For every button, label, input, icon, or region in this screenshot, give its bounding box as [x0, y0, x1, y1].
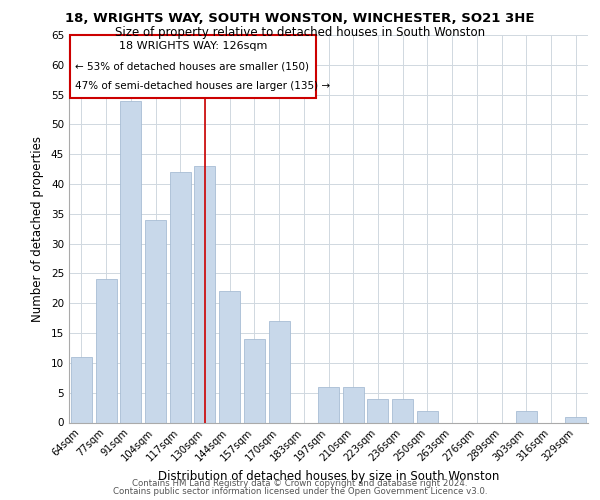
Text: 18 WRIGHTS WAY: 126sqm: 18 WRIGHTS WAY: 126sqm [119, 42, 268, 51]
Text: Size of property relative to detached houses in South Wonston: Size of property relative to detached ho… [115, 26, 485, 39]
Bar [343, 386, 364, 422]
X-axis label: Distribution of detached houses by size in South Wonston: Distribution of detached houses by size … [158, 470, 499, 483]
Text: 18, WRIGHTS WAY, SOUTH WONSTON, WINCHESTER, SO21 3HE: 18, WRIGHTS WAY, SOUTH WONSTON, WINCHEST… [65, 12, 535, 26]
Bar [95, 280, 116, 422]
Text: Contains public sector information licensed under the Open Government Licence v3: Contains public sector information licen… [113, 487, 487, 496]
Bar [244, 339, 265, 422]
Bar [194, 166, 215, 422]
Bar [318, 386, 339, 422]
FancyBboxPatch shape [70, 35, 316, 98]
Bar [170, 172, 191, 422]
Bar [219, 292, 240, 422]
Text: ← 53% of detached houses are smaller (150): ← 53% of detached houses are smaller (15… [76, 62, 310, 72]
Bar [565, 416, 586, 422]
Bar [120, 100, 141, 422]
Bar [392, 398, 413, 422]
Text: 47% of semi-detached houses are larger (135) →: 47% of semi-detached houses are larger (… [76, 82, 331, 92]
Bar [71, 357, 92, 422]
Text: Contains HM Land Registry data © Crown copyright and database right 2024.: Contains HM Land Registry data © Crown c… [132, 478, 468, 488]
Bar [367, 398, 388, 422]
Bar [145, 220, 166, 422]
Y-axis label: Number of detached properties: Number of detached properties [31, 136, 44, 322]
Bar [417, 410, 438, 422]
Bar [516, 410, 537, 422]
Bar [269, 321, 290, 422]
